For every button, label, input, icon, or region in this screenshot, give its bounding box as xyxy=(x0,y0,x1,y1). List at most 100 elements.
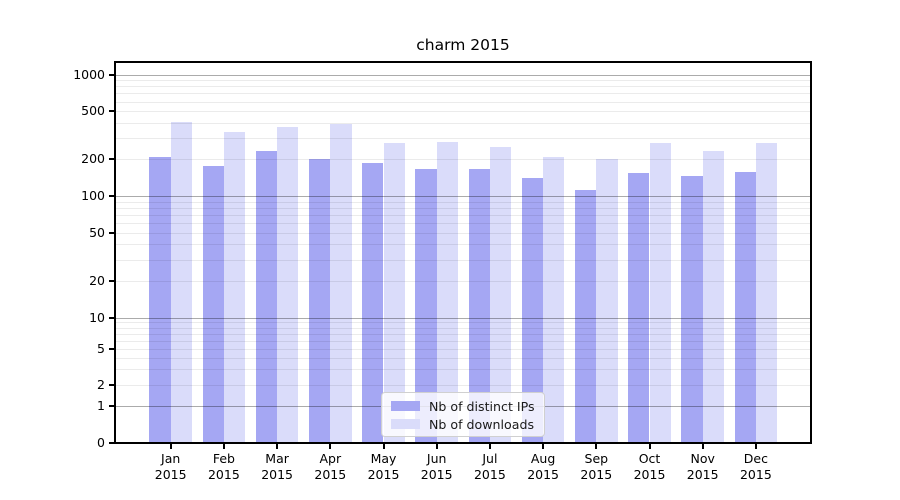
x-tick-mark xyxy=(329,444,332,449)
bar-downloads-dec xyxy=(755,143,778,443)
y-tick-mark xyxy=(109,316,114,319)
bar-distinct-ips-sep xyxy=(575,190,597,443)
bar-distinct-ips-feb xyxy=(202,165,224,443)
bar-distinct-ips-mar xyxy=(255,150,278,443)
gridline-minor xyxy=(115,280,811,282)
y-tick-mark xyxy=(109,73,114,76)
legend-swatch-downloads xyxy=(391,419,420,429)
gridline-minor xyxy=(115,327,811,329)
month-label: Oct xyxy=(638,451,661,466)
gridline-minor xyxy=(115,322,811,324)
year-label: 2015 xyxy=(154,466,187,482)
month-label: Dec xyxy=(743,451,768,466)
x-tick-label-jul: Jul 2015 xyxy=(460,451,520,482)
bar-downloads-sep xyxy=(596,159,618,443)
month-label: Jun xyxy=(426,451,447,466)
y-tick-mark xyxy=(109,384,114,386)
year-label: 2015 xyxy=(580,466,613,482)
x-tick-mark xyxy=(488,444,491,449)
bar-distinct-ips-dec xyxy=(734,171,756,443)
x-tick-label-jun: Jun 2015 xyxy=(407,451,467,482)
month-label: Mar xyxy=(265,451,289,466)
gridline-minor xyxy=(115,86,811,88)
x-tick-label-sep: Sep 2015 xyxy=(566,451,626,482)
y-tick-label: 20 xyxy=(89,272,105,288)
y-tick-label: 200 xyxy=(81,151,105,167)
gridline-minor xyxy=(115,111,811,113)
x-tick-mark xyxy=(222,444,225,449)
bar-distinct-ips-oct xyxy=(628,172,650,443)
legend: Nb of distinct IPs Nb of downloads xyxy=(381,392,545,437)
bar-downloads-jun xyxy=(436,141,458,443)
x-tick-mark xyxy=(754,444,757,449)
y-tick-mark xyxy=(109,442,114,444)
bar-distinct-ips-jun xyxy=(415,168,437,443)
bar-downloads-aug xyxy=(543,156,565,443)
gridline-minor xyxy=(115,93,811,95)
gridline-minor xyxy=(115,214,811,216)
bar-downloads-may xyxy=(383,143,405,443)
x-tick-mark xyxy=(169,444,172,449)
gridline-minor xyxy=(115,232,811,234)
y-tick-label: 500 xyxy=(81,103,105,119)
y-tick-label: 100 xyxy=(81,188,105,203)
year-label: 2015 xyxy=(207,466,240,482)
month-label: Jul xyxy=(482,451,498,466)
year-label: 2015 xyxy=(739,466,772,482)
legend-item-downloads: Nb of downloads xyxy=(391,416,544,432)
x-tick-label-apr: Apr 2015 xyxy=(300,451,360,482)
bar-distinct-ips-aug xyxy=(521,178,544,443)
chart-title: charm 2015 xyxy=(416,36,510,54)
year-label: 2015 xyxy=(367,466,400,482)
y-tick-mark xyxy=(109,279,114,282)
bar-downloads-jul xyxy=(489,147,512,443)
gridline-minor xyxy=(115,259,811,261)
month-label: Sep xyxy=(584,451,609,466)
y-tick-mark xyxy=(109,110,114,113)
gridline-minor xyxy=(115,349,811,350)
legend-label-downloads: Nb of downloads xyxy=(429,416,535,432)
y-tick-label: 1000 xyxy=(73,66,105,82)
y-tick-label: 10 xyxy=(89,309,105,325)
legend-item-distinct-ips: Nb of distinct IPs xyxy=(391,398,544,414)
bar-downloads-apr xyxy=(330,123,352,443)
y-tick-label: 5 xyxy=(97,341,105,356)
x-tick-mark xyxy=(382,444,385,449)
x-tick-mark xyxy=(648,444,651,449)
month-label: Aug xyxy=(530,451,556,466)
x-tick-label-may: May 2015 xyxy=(354,451,414,482)
x-tick-label-oct: Oct 2015 xyxy=(620,451,680,482)
x-tick-label-feb: Feb 2015 xyxy=(194,451,254,482)
y-tick-label: 2 xyxy=(97,377,105,392)
gridline-major xyxy=(115,74,811,76)
gridline-minor xyxy=(115,159,811,161)
y-tick-label: 1 xyxy=(97,398,105,413)
x-tick-label-jan: Jan 2015 xyxy=(141,451,201,482)
x-tick-label-nov: Nov 2015 xyxy=(673,451,733,482)
x-tick-label-dec: Dec 2015 xyxy=(726,451,786,482)
y-tick-mark xyxy=(109,405,114,407)
gridline-minor xyxy=(115,80,811,82)
month-label: Jan xyxy=(161,451,181,466)
year-label: 2015 xyxy=(473,466,506,482)
bar-downloads-oct xyxy=(649,143,671,443)
gridline-minor xyxy=(115,201,811,203)
month-label: Feb xyxy=(212,451,235,466)
bar-downloads-nov xyxy=(702,150,724,443)
x-tick-mark xyxy=(435,444,438,449)
bar-distinct-ips-jan xyxy=(149,156,171,443)
bar-downloads-feb xyxy=(223,131,246,443)
gridline-minor xyxy=(115,207,811,209)
gridline-minor xyxy=(115,223,811,224)
gridline-minor xyxy=(115,122,811,124)
legend-swatch-distinct-ips xyxy=(391,401,420,411)
gridline-major xyxy=(115,317,811,319)
x-tick-label-mar: Mar 2015 xyxy=(247,451,307,482)
month-label: Nov xyxy=(690,451,715,466)
bar-downloads-mar xyxy=(277,126,299,443)
gridline-minor xyxy=(115,138,811,139)
x-tick-label-aug: Aug 2015 xyxy=(513,451,573,482)
gridline-major xyxy=(115,196,811,197)
y-tick-mark xyxy=(109,348,114,350)
